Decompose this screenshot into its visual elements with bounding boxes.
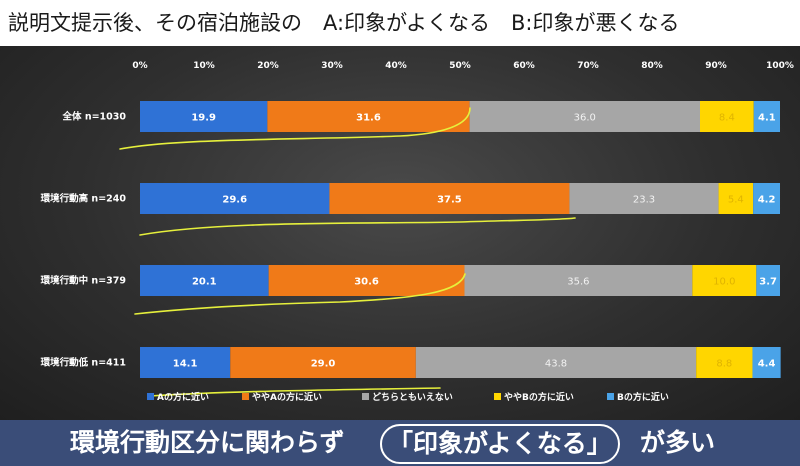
conclusion-text-1: 環境行動区分に関わらず — [70, 428, 345, 457]
data-label: 20.1 — [192, 277, 217, 288]
x-tick-label: 10% — [193, 61, 215, 71]
bar-segment — [696, 347, 753, 378]
conclusion-text-2: が多い — [640, 428, 716, 457]
data-label: 36.0 — [574, 113, 596, 124]
legend-label: ややAの方に近い — [252, 391, 322, 403]
data-label: 23.3 — [633, 195, 655, 206]
bar-segment — [718, 183, 754, 214]
bar-segment — [140, 347, 231, 378]
category-label: 環境行動中 n=379 — [41, 275, 126, 287]
x-tick-label: 80% — [641, 61, 663, 71]
legend-label: Aの方に近い — [157, 391, 209, 403]
legend-label: ややBの方に近い — [504, 391, 574, 403]
data-label: 31.6 — [356, 113, 381, 124]
data-label: 37.5 — [437, 195, 462, 206]
data-label: 14.1 — [173, 359, 198, 370]
category-label: 全体 n=1030 — [62, 111, 127, 123]
bar-segment — [140, 265, 269, 296]
legend-swatch — [242, 393, 249, 400]
data-label: 8.4 — [719, 113, 735, 124]
bar-segment — [329, 183, 570, 214]
data-label: 19.9 — [191, 113, 216, 124]
annotation-curve — [139, 217, 576, 236]
bar-segment — [692, 265, 757, 296]
data-label: 29.6 — [222, 195, 247, 206]
legend-label: どちらともいえない — [372, 391, 453, 403]
category-label: 環境行動高 n=240 — [41, 193, 127, 205]
conclusion-banner: 環境行動区分に関わらず 「印象がよくなる」 が多い — [0, 420, 800, 466]
annotation-curve — [119, 107, 471, 150]
bar-segment — [415, 347, 697, 378]
stacked-bar-chart: 0% 10% 20% 30% 40% 50% 60% 70% 80% 90% 100% 全体 n=10… — [41, 61, 794, 403]
legend-swatch — [147, 393, 154, 400]
data-label: 10.0 — [713, 277, 735, 288]
bar-segment — [469, 101, 700, 132]
data-label: 35.6 — [567, 277, 589, 288]
x-tick-label: 20% — [257, 61, 279, 71]
data-label: 3.7 — [759, 277, 777, 288]
data-label: 43.8 — [545, 359, 567, 370]
x-tick-label: 90% — [705, 61, 727, 71]
bar-segment — [700, 101, 754, 132]
bar-segment — [753, 101, 780, 132]
slide-title: 説明文提示後、その宿泊施設の A:印象がよくなる B:印象が悪くなる — [0, 0, 800, 46]
annotation-curve — [134, 273, 466, 315]
annotation-curve — [149, 387, 441, 397]
conclusion-highlight: 「印象がよくなる」 — [380, 424, 620, 464]
x-tick-label: 40% — [385, 61, 407, 71]
legend-swatch — [362, 393, 369, 400]
x-tick-label: 30% — [321, 61, 343, 71]
legend-swatch — [494, 393, 501, 400]
data-label: 30.6 — [354, 277, 379, 288]
bar-segment — [753, 183, 780, 214]
bar-segment — [230, 347, 416, 378]
bar-segment — [268, 265, 465, 296]
bar-segment — [267, 101, 470, 132]
category-label: 環境行動低 n=411 — [41, 357, 126, 369]
data-label: 4.4 — [758, 359, 776, 370]
x-tick-label: 50% — [449, 61, 471, 71]
data-label: 29.0 — [311, 359, 336, 370]
bar-segment — [464, 265, 693, 296]
x-tick-label: 60% — [513, 61, 535, 71]
data-label: 4.2 — [758, 195, 776, 206]
bar-segment — [752, 347, 781, 378]
x-tick-label: 70% — [577, 61, 599, 71]
bar-segment — [569, 183, 719, 214]
data-label: 8.8 — [716, 359, 732, 370]
bar-segment — [140, 101, 268, 132]
bar-segment — [756, 265, 780, 296]
x-tick-label: 100% — [766, 61, 794, 71]
data-label: 5.4 — [728, 195, 744, 206]
legend-label: Bの方に近い — [617, 391, 669, 403]
bar-segment — [140, 183, 330, 214]
legend-swatch — [607, 393, 614, 400]
x-tick-label: 0% — [132, 61, 147, 71]
data-label: 4.1 — [758, 113, 776, 124]
chart-panel: 0% 10% 20% 30% 40% 50% 60% 70% 80% 90% 100% 全体 n=10… — [0, 46, 800, 420]
